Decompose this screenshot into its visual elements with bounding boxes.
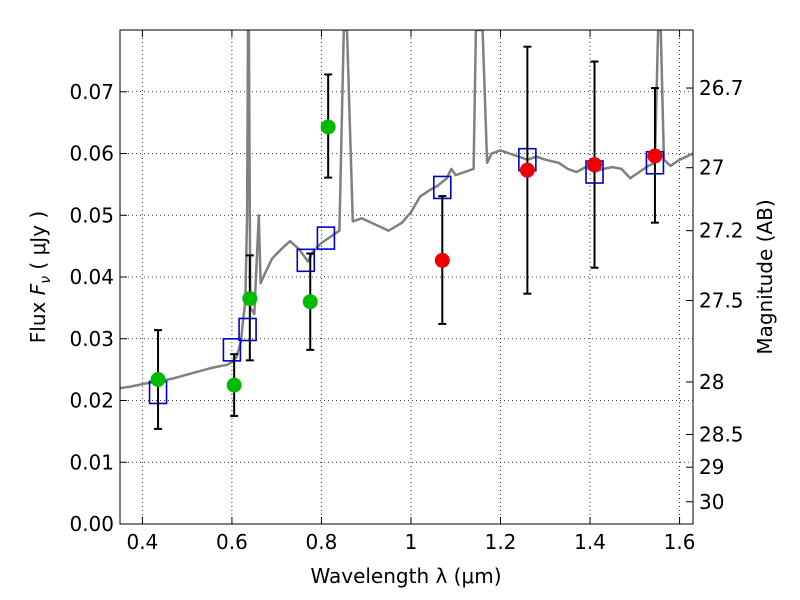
y-tick-label: 0.05	[69, 203, 114, 227]
observed-flux-point	[320, 119, 336, 135]
data-markers	[148, 45, 665, 430]
x-axis-label: Wavelength λ (μm)	[310, 564, 501, 588]
plot-frame	[119, 29, 694, 525]
observed-flux-point	[242, 291, 258, 307]
y2-tick-label: 29	[699, 455, 724, 479]
y-tick-label: 0.02	[69, 389, 114, 413]
y2-tick-label: 26.7	[699, 76, 744, 100]
y-axis-label-prefix: Flux	[26, 295, 50, 343]
y2-tick-label: 30	[699, 490, 724, 514]
y2-tick-label: 27	[699, 156, 724, 180]
x-tick-label: 0.8	[306, 530, 338, 554]
model-flux-square	[222, 338, 242, 362]
model-flux-square	[296, 248, 316, 273]
observed-flux-point	[150, 372, 166, 388]
y-tick-label: 0.06	[69, 142, 114, 166]
x-tick-label: 1.6	[664, 530, 696, 554]
y2-tick-label: 28	[699, 370, 724, 394]
y-axis-label-sub: ν	[38, 276, 54, 284]
y2-tick-label: 28.5	[699, 422, 744, 446]
y-tick-label: 0.03	[69, 327, 114, 351]
model-flux-square	[316, 226, 336, 250]
tick-labels: 0.4 0.6 0.8 1 1.2 1.4 1.6 0.00 0.01 0.02 0.03 0.04 0…	[69, 76, 743, 554]
y2-tick-label: 27.5	[699, 288, 744, 312]
y-tick-label: 0.00	[69, 512, 114, 536]
y-tick-label: 0.01	[69, 450, 114, 474]
observed-flux-point	[434, 252, 450, 268]
x-tick-label: 0.4	[126, 530, 158, 554]
x-tick-label: 1.2	[485, 530, 517, 554]
observed-flux-point	[587, 157, 603, 173]
model-flux-square	[238, 317, 257, 342]
observed-flux-point	[226, 377, 242, 393]
axis-ticks	[120, 30, 693, 525]
y-axis-label-unit: ( μJy )	[26, 211, 50, 276]
y2-axis-label: Magnitude (AB)	[753, 199, 777, 354]
x-tick-label: 0.6	[216, 530, 248, 554]
y-axis-label-var: F	[26, 283, 50, 295]
observed-flux-point	[302, 294, 318, 310]
x-tick-label: 1.4	[574, 530, 606, 554]
y2-tick-label: 27.2	[699, 219, 744, 243]
model-spectrum	[120, 30, 693, 390]
y-tick-label: 0.07	[69, 80, 114, 104]
y-axis-label: Flux Fν ( μJy )	[26, 211, 54, 343]
grid	[120, 30, 693, 525]
y-tick-label: 0.04	[69, 265, 114, 289]
x-tick-label: 1	[405, 530, 418, 554]
spectrum-line	[120, 30, 693, 390]
observed-flux-point	[647, 148, 663, 164]
observed-flux-point	[519, 162, 535, 178]
